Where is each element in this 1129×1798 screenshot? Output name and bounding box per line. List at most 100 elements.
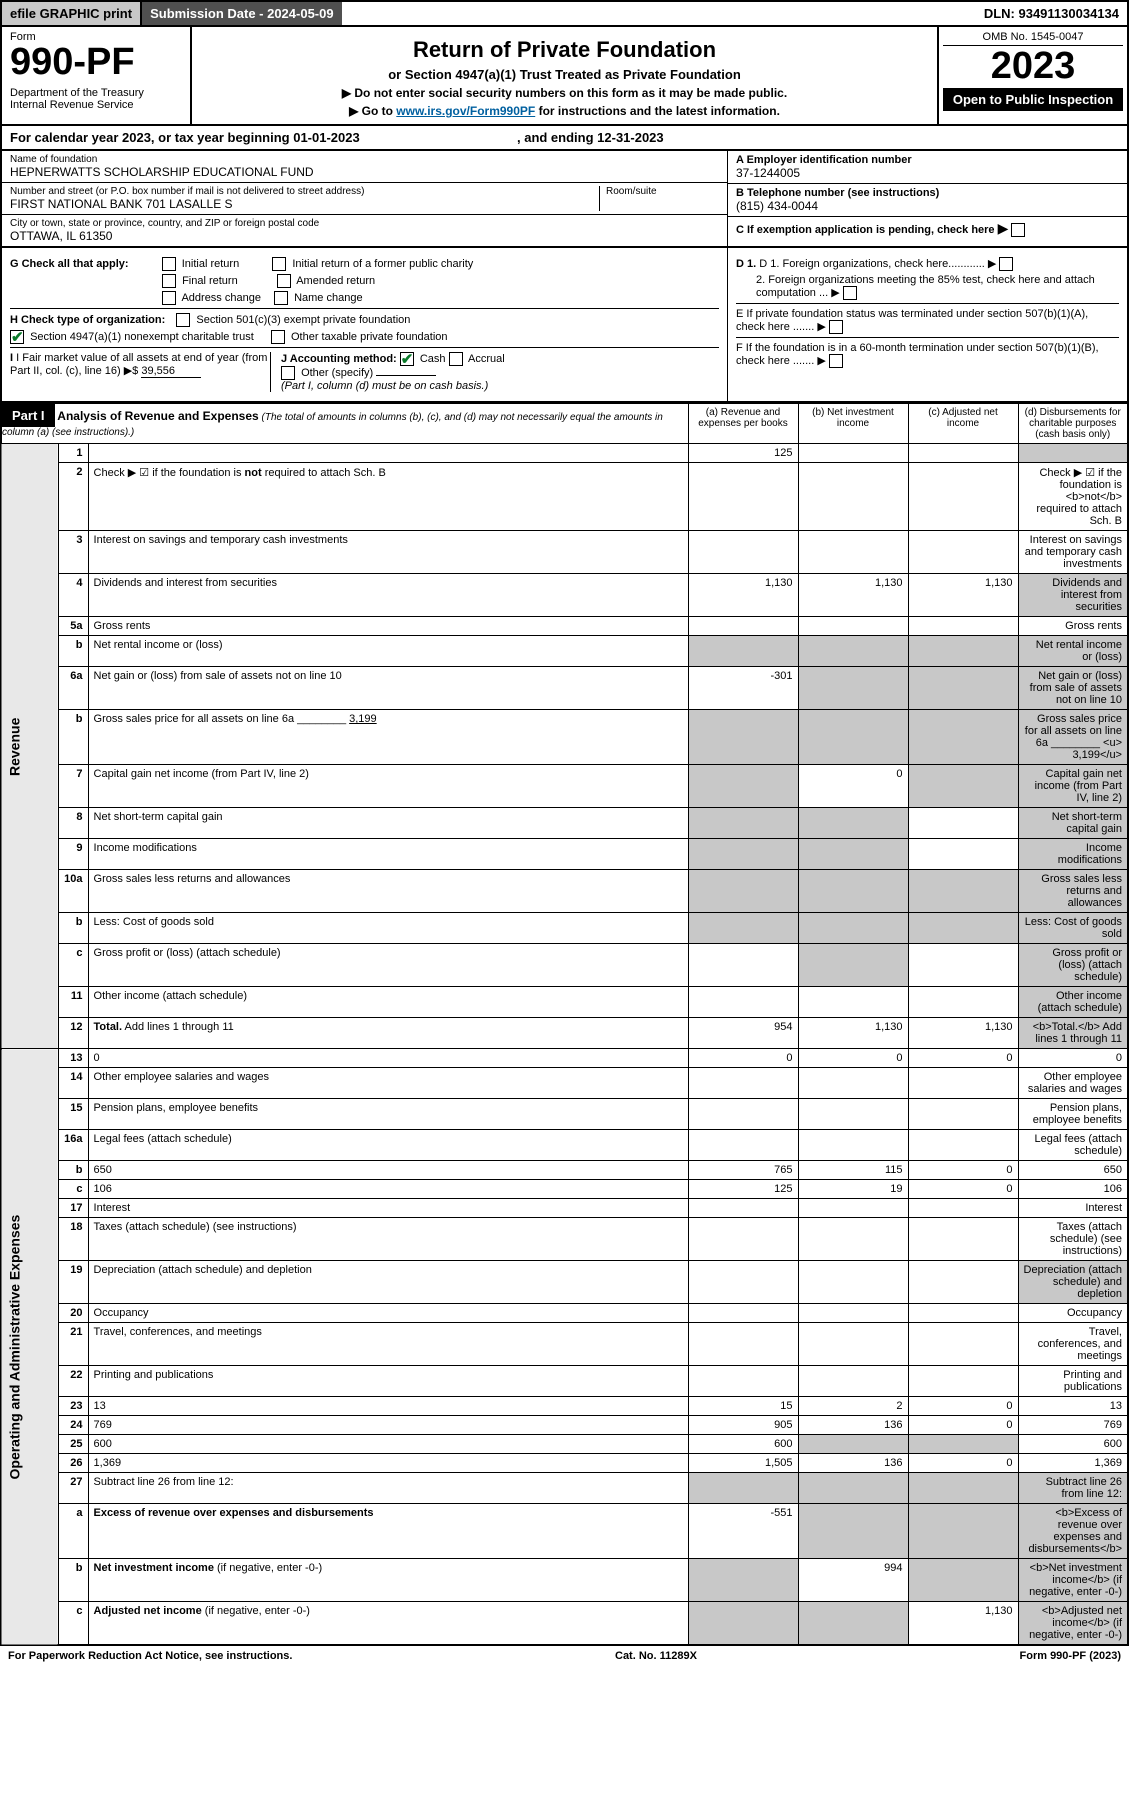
cell-a [688,765,798,808]
cell-c: 0 [908,1416,1018,1435]
cell-b [798,944,908,987]
cell-d: Interest on savings and temporary cash i… [1018,531,1128,574]
calendar-year-row: For calendar year 2023, or tax year begi… [0,126,1129,151]
line-row: cAdjusted net income (if negative, enter… [1,1602,1128,1646]
line-desc: Other employee salaries and wages [88,1068,688,1099]
line-row: 2313152013 [1,1397,1128,1416]
line-number: b [59,710,88,765]
cell-d: 650 [1018,1161,1128,1180]
line-number: 8 [59,808,88,839]
g-address-checkbox[interactable] [162,291,176,305]
j-accrual-checkbox[interactable] [449,352,463,366]
cell-a [688,1099,798,1130]
cell-b [798,1323,908,1366]
line-number: 27 [59,1473,88,1504]
line-row: 19Depreciation (attach schedule) and dep… [1,1261,1128,1304]
cell-a [688,839,798,870]
h1-checkbox[interactable] [176,313,190,327]
f-checkbox[interactable] [829,354,843,368]
cell-a [688,1068,798,1099]
line-desc: Check ▶ ☑ if the foundation is not requi… [88,463,688,531]
cell-b [798,1504,908,1559]
cell-a [688,617,798,636]
cell-d: Less: Cost of goods sold [1018,913,1128,944]
cell-a [688,1304,798,1323]
line-desc: Interest on savings and temporary cash i… [88,531,688,574]
cell-b: 1,130 [798,1018,908,1049]
cell-c [908,531,1018,574]
cell-c [908,870,1018,913]
cell-b [798,1602,908,1646]
d2-checkbox[interactable] [843,286,857,300]
j-cash-checkbox[interactable] [400,352,414,366]
cell-c: 0 [908,1454,1018,1473]
cell-b [798,1068,908,1099]
line-row: 10aGross sales less returns and allowanc… [1,870,1128,913]
cell-d: Legal fees (attach schedule) [1018,1130,1128,1161]
g-final-checkbox[interactable] [162,274,176,288]
line-desc: 0 [88,1049,688,1068]
cell-c [908,1199,1018,1218]
cell-a [688,1130,798,1161]
g-name-checkbox[interactable] [274,291,288,305]
cell-b [798,1130,908,1161]
cell-c [908,1099,1018,1130]
cell-c: 0 [908,1049,1018,1068]
g-initial-checkbox[interactable] [162,257,176,271]
line-desc: Dividends and interest from securities [88,574,688,617]
cell-a [688,1218,798,1261]
d1-checkbox[interactable] [999,257,1013,271]
cell-b [798,1304,908,1323]
line-number: 18 [59,1218,88,1261]
line-row: bNet rental income or (loss)Net rental i… [1,636,1128,667]
cell-c [908,1559,1018,1602]
line-desc: Depreciation (attach schedule) and deple… [88,1261,688,1304]
cell-c [908,765,1018,808]
c-checkbox[interactable] [1011,223,1025,237]
line-row: 9Income modificationsIncome modification… [1,839,1128,870]
cell-d: Gross profit or (loss) (attach schedule) [1018,944,1128,987]
cell-d: Net gain or (loss) from sale of assets n… [1018,667,1128,710]
cell-a [688,1199,798,1218]
line-desc: Less: Cost of goods sold [88,913,688,944]
line-row: 2Check ▶ ☑ if the foundation is not requ… [1,463,1128,531]
cell-c [908,1261,1018,1304]
omb-number: OMB No. 1545-0047 [943,31,1123,46]
line-number: c [59,944,88,987]
open-inspection: Open to Public Inspection [943,88,1123,111]
cell-c: 0 [908,1161,1018,1180]
cell-d: <b>Total.</b> Add lines 1 through 11 [1018,1018,1128,1049]
g-amended-checkbox[interactable] [277,274,291,288]
line-desc: 600 [88,1435,688,1454]
cell-c [908,1068,1018,1099]
cell-d: Gross sales less returns and allowances [1018,870,1128,913]
top-bar: efile GRAPHIC print Submission Date - 20… [0,0,1129,27]
irs-link[interactable]: www.irs.gov/Form990PF [396,104,535,118]
g-initial-public-checkbox[interactable] [272,257,286,271]
header-left: Form 990-PF Department of the TreasuryIn… [2,27,192,124]
cell-a [688,1473,798,1504]
cell-b [798,1099,908,1130]
h2-checkbox[interactable] [10,330,24,344]
h3-checkbox[interactable] [271,330,285,344]
cell-d: Gross sales price for all assets on line… [1018,710,1128,765]
cell-b: 115 [798,1161,908,1180]
cell-c: 1,130 [908,1018,1018,1049]
form-title: Return of Private Foundation [204,37,925,63]
line-row: c106125190106 [1,1180,1128,1199]
line-desc: Gross profit or (loss) (attach schedule) [88,944,688,987]
city-cell: City or town, state or province, country… [2,215,727,246]
line-row: 22Printing and publicationsPrinting and … [1,1366,1128,1397]
line-row: 15Pension plans, employee benefitsPensio… [1,1099,1128,1130]
line-number: 20 [59,1304,88,1323]
form-header: Form 990-PF Department of the TreasuryIn… [0,27,1129,126]
cell-d: Printing and publications [1018,1366,1128,1397]
cell-b [798,1435,908,1454]
line-desc: Capital gain net income (from Part IV, l… [88,765,688,808]
cell-a [688,531,798,574]
cell-d: Travel, conferences, and meetings [1018,1323,1128,1366]
j-other-checkbox[interactable] [281,366,295,380]
cell-b [798,1199,908,1218]
e-checkbox[interactable] [829,320,843,334]
cell-d: <b>Adjusted net income</b> (if negative,… [1018,1602,1128,1646]
